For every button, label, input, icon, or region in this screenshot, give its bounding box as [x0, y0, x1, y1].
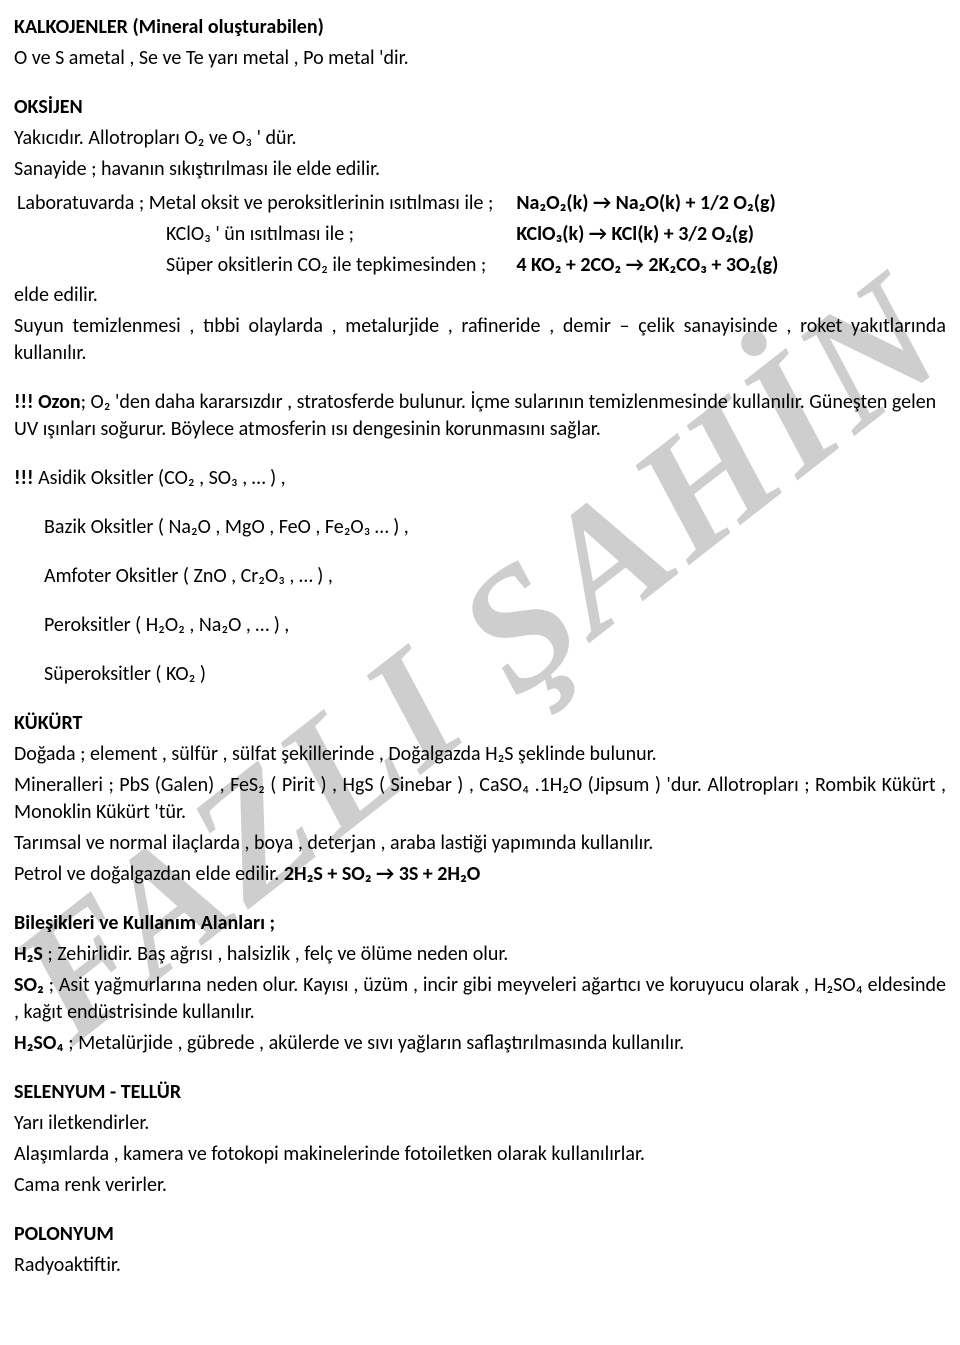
- asidik-bold: !!!: [14, 466, 34, 490]
- so2-bold: SO₂: [14, 973, 44, 997]
- oksijen-heading: OKSİJEN: [14, 94, 946, 121]
- kukurt-line-4-plain: Petrol ve doğalgazdan elde edilir.: [14, 862, 284, 886]
- oksijen-line-2: Sanayide ; havanın sıkıştırılması ile el…: [14, 156, 946, 183]
- kukurt-heading: KÜKÜRT: [14, 710, 946, 737]
- h2s-rest: ; Zehirlidir. Baş ağrısı , halsizlik , f…: [43, 942, 509, 966]
- bilesik-heading: Bileşikleri ve Kullanım Alanları ;: [14, 910, 946, 937]
- title-line-2: O ve S ametal , Se ve Te yarı metal , Po…: [14, 45, 946, 72]
- h2so4-line: H₂SO₄ ; Metalürjide , gübrede , akülerde…: [14, 1030, 946, 1057]
- h2so4-rest: ; Metalürjide , gübrede , akülerde ve sı…: [64, 1031, 685, 1055]
- kukurt-line-1: Doğada ; element , sülfür , sülfat şekil…: [14, 741, 946, 768]
- oksijen-line-1: Yakıcıdır. Allotropları O₂ ve O₃ ' dür.: [14, 125, 946, 152]
- kukurt-line-4-bold: 2H₂S + SO₂ → 3S + 2H₂O: [284, 862, 480, 886]
- asidik-rest: Asidik Oksitler (CO₂ , SO₃ , … ) ,: [34, 466, 286, 490]
- oksijen-line-5-right: 4 KO₂ + 2CO₂ → 2K₂CO₃ + 3O₂(g): [515, 251, 798, 280]
- kukurt-line-3: Tarımsal ve normal ilaçlarda , boya , de…: [14, 830, 946, 857]
- oksijen-line-3-left: Laboratuvarda ; Metal oksit ve peroksitl…: [16, 189, 513, 218]
- asidik-oksitler: !!! Asidik Oksitler (CO₂ , SO₃ , … ) ,: [14, 465, 946, 492]
- kukurt-line-2: Mineralleri ; PbS (Galen) , FeS₂ ( Pirit…: [14, 772, 946, 826]
- selenyum-line-1: Yarı iletkendirler.: [14, 1110, 946, 1137]
- title-line-1: KALKOJENLER (Mineral oluşturabilen): [14, 14, 946, 41]
- oksijen-line-3-right: Na₂O₂(k) → Na₂O(k) + 1/2 O₂(g): [515, 189, 798, 218]
- ozon-paragraph: !!! Ozon; O₂ 'den daha kararsızdır , str…: [14, 389, 946, 443]
- selenyum-heading: SELENYUM - TELLÜR: [14, 1079, 946, 1106]
- so2-rest: ; Asit yağmurlarına neden olur. Kayısı ,…: [14, 973, 946, 1024]
- selenyum-line-2: Alaşımlarda , kamera ve fotokopi makinel…: [14, 1141, 946, 1168]
- oksijen-line-4-right: KClO₃(k) → KCl(k) + 3/2 O₂(g): [515, 220, 798, 249]
- ozon-rest: ; O₂ 'den daha kararsızdır , stratosferd…: [14, 390, 936, 441]
- kukurt-line-4: Petrol ve doğalgazdan elde edilir. 2H₂S …: [14, 861, 946, 888]
- oksijen-line-6: elde edilir.: [14, 282, 946, 309]
- polonyum-heading: POLONYUM: [14, 1221, 946, 1248]
- oksijen-line-5-left: Süper oksitlerin CO₂ ile tepkimesinden ;: [16, 251, 513, 280]
- document-content: KALKOJENLER (Mineral oluşturabilen) O ve…: [14, 14, 946, 1279]
- oksijen-line-7: Suyun temizlenmesi , tıbbi olaylarda , m…: [14, 313, 946, 367]
- bazik-oksitler: Bazik Oksitler ( Na₂O , MgO , FeO , Fe₂O…: [44, 514, 946, 541]
- h2s-line: H₂S ; Zehirlidir. Baş ağrısı , halsizlik…: [14, 941, 946, 968]
- h2so4-bold: H₂SO₄: [14, 1031, 64, 1055]
- oksijen-line-4-left: KClO₃ ' ün ısıtılması ile ;: [16, 220, 513, 249]
- so2-line: SO₂ ; Asit yağmurlarına neden olur. Kayı…: [14, 972, 946, 1026]
- polonyum-line-1: Radyoaktiftir.: [14, 1252, 946, 1279]
- h2s-bold: H₂S: [14, 942, 43, 966]
- peroksitler: Peroksitler ( H₂O₂ , Na₂O , … ) ,: [44, 612, 946, 639]
- amfoter-oksitler: Amfoter Oksitler ( ZnO , Cr₂O₃ , … ) ,: [44, 563, 946, 590]
- superoksitler: Süperoksitler ( KO₂ ): [44, 661, 946, 688]
- oksijen-reactions-table: Laboratuvarda ; Metal oksit ve peroksitl…: [14, 187, 800, 282]
- ozon-bold: !!! Ozon: [14, 390, 81, 414]
- selenyum-line-3: Cama renk verirler.: [14, 1172, 946, 1199]
